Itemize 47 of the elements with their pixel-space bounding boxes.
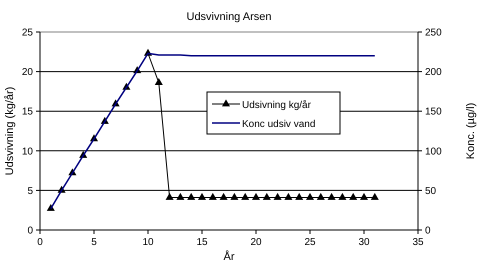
point — [198, 192, 206, 200]
point — [176, 192, 184, 200]
y-tick-label: 20 — [22, 67, 34, 78]
x-tick-label: 30 — [358, 237, 370, 248]
point — [230, 192, 238, 200]
point — [316, 192, 325, 200]
chart-title: Udsvivning Arsen — [186, 11, 272, 23]
point — [262, 192, 271, 200]
x-tick-label: 15 — [196, 237, 208, 248]
y2-tick-label: 100 — [425, 146, 442, 158]
point — [241, 192, 250, 200]
point — [154, 78, 163, 86]
x-tick-label: 35 — [412, 237, 424, 248]
x-tick-label: 25 — [304, 237, 316, 248]
y2-tick-label: 150 — [425, 106, 442, 118]
y-axis-title: Udsvivning (kg/år) — [4, 86, 16, 176]
y-tick-label: 5 — [27, 186, 34, 197]
point — [360, 192, 368, 200]
point — [306, 192, 314, 200]
x-tick-label: 10 — [142, 237, 154, 248]
point — [349, 192, 358, 200]
x-tick-label: 0 — [37, 237, 44, 248]
x-tick-label: 20 — [250, 237, 262, 248]
point — [284, 192, 292, 200]
point — [220, 192, 228, 200]
y2-tick-label: 200 — [425, 67, 442, 78]
legend-label: Udsivning kg/år — [242, 99, 312, 111]
y2-tick-label: 50 — [425, 186, 437, 197]
x-tick-label: 5 — [91, 237, 98, 248]
y-tick-label: 0 — [27, 226, 34, 236]
point — [328, 192, 336, 200]
point — [187, 192, 196, 200]
point — [295, 192, 304, 200]
point — [274, 192, 282, 200]
point — [252, 192, 260, 200]
point — [338, 192, 346, 200]
x-axis-title: År — [224, 250, 235, 263]
y2-tick-label: 250 — [425, 28, 442, 38]
y2-axis-title: Konc. (µg/l) — [465, 102, 477, 160]
y2-tick-label: 0 — [425, 226, 431, 236]
point — [370, 192, 379, 200]
y-tick-label: 25 — [22, 28, 34, 38]
point — [208, 192, 217, 200]
legend-label: Konc udsiv vand — [242, 119, 316, 130]
y-tick-label: 10 — [22, 146, 34, 158]
y-tick-label: 15 — [22, 106, 34, 118]
point — [166, 192, 174, 200]
